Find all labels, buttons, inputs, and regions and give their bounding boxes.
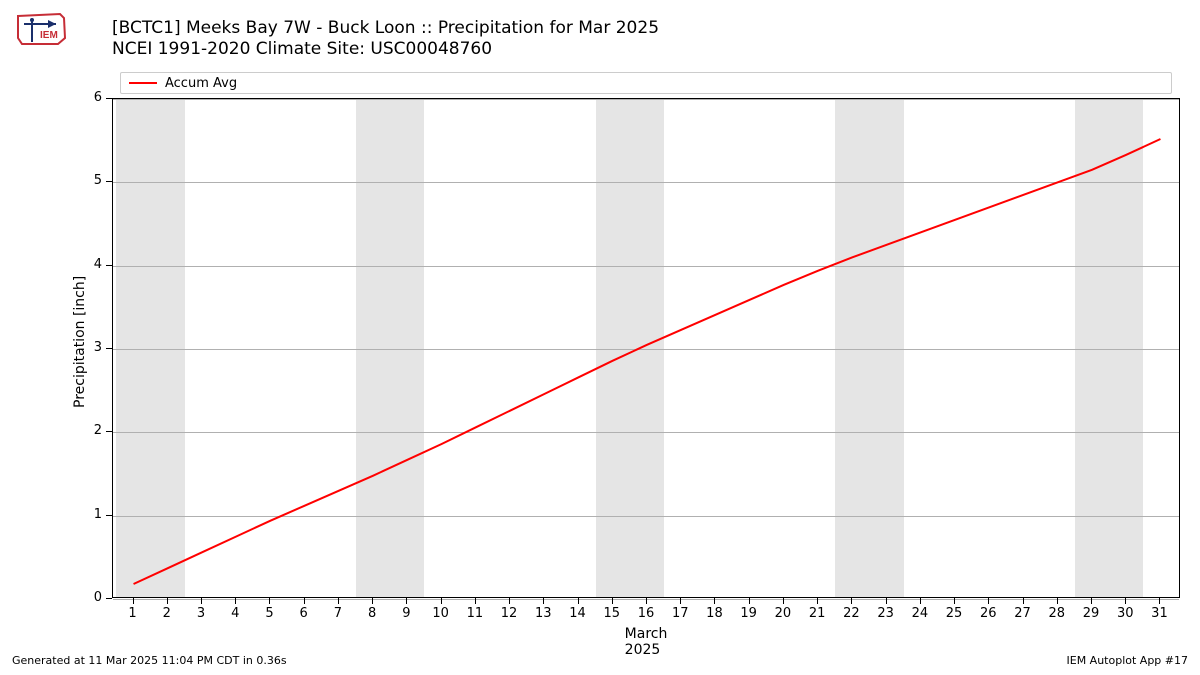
x-tick-label: 29 bbox=[1083, 606, 1100, 621]
x-tick bbox=[406, 598, 407, 604]
footer-app: IEM Autoplot App #17 bbox=[1067, 654, 1189, 667]
x-tick bbox=[167, 598, 168, 604]
x-tick-label: 20 bbox=[775, 606, 792, 621]
x-tick-label: 13 bbox=[535, 606, 552, 621]
logo-text: IEM bbox=[40, 30, 58, 41]
x-tick bbox=[749, 598, 750, 604]
x-tick bbox=[920, 598, 921, 604]
x-tick-label: 18 bbox=[706, 606, 723, 621]
x-tick-label: 7 bbox=[334, 606, 342, 621]
x-tick bbox=[680, 598, 681, 604]
x-tick-label: 26 bbox=[980, 606, 997, 621]
x-tick-label: 31 bbox=[1151, 606, 1168, 621]
x-tick bbox=[509, 598, 510, 604]
x-tick-label: 30 bbox=[1117, 606, 1134, 621]
chart-title-line2: NCEI 1991-2020 Climate Site: USC00048760 bbox=[112, 39, 659, 60]
x-tick-label: 24 bbox=[912, 606, 929, 621]
y-tick bbox=[106, 431, 112, 432]
x-tick bbox=[133, 598, 134, 604]
x-tick bbox=[817, 598, 818, 604]
x-tick bbox=[269, 598, 270, 604]
x-tick-label: 8 bbox=[368, 606, 376, 621]
x-tick bbox=[1023, 598, 1024, 604]
x-tick bbox=[372, 598, 373, 604]
y-tick-label: 1 bbox=[80, 507, 102, 522]
footer-generated: Generated at 11 Mar 2025 11:04 PM CDT in… bbox=[12, 654, 287, 667]
x-tick-label: 27 bbox=[1014, 606, 1031, 621]
y-tick bbox=[106, 265, 112, 266]
x-tick-label: 14 bbox=[569, 606, 586, 621]
x-tick bbox=[1091, 598, 1092, 604]
y-tick bbox=[106, 98, 112, 99]
iem-logo: IEM bbox=[12, 8, 72, 54]
x-tick bbox=[441, 598, 442, 604]
y-tick-label: 3 bbox=[80, 340, 102, 355]
x-tick bbox=[646, 598, 647, 604]
x-tick bbox=[543, 598, 544, 604]
x-tick bbox=[1125, 598, 1126, 604]
x-tick-label: 28 bbox=[1048, 606, 1065, 621]
x-tick-label: 4 bbox=[231, 606, 239, 621]
y-tick bbox=[106, 515, 112, 516]
x-tick bbox=[338, 598, 339, 604]
x-tick bbox=[851, 598, 852, 604]
x-tick-label: 11 bbox=[467, 606, 484, 621]
x-tick bbox=[304, 598, 305, 604]
x-tick-label: 17 bbox=[672, 606, 689, 621]
legend-swatch bbox=[129, 82, 157, 84]
x-tick-label: 3 bbox=[197, 606, 205, 621]
y-tick bbox=[106, 598, 112, 599]
x-tick-label: 22 bbox=[843, 606, 860, 621]
y-tick-label: 4 bbox=[80, 257, 102, 272]
x-tick bbox=[954, 598, 955, 604]
x-tick bbox=[886, 598, 887, 604]
chart-title-block: [BCTC1] Meeks Bay 7W - Buck Loon :: Prec… bbox=[112, 18, 659, 61]
x-tick-label: 1 bbox=[128, 606, 136, 621]
series-svg bbox=[113, 99, 1181, 599]
x-tick bbox=[475, 598, 476, 604]
x-tick bbox=[783, 598, 784, 604]
x-tick-label: 10 bbox=[432, 606, 449, 621]
x-tick-label: 25 bbox=[946, 606, 963, 621]
x-tick-label: 6 bbox=[300, 606, 308, 621]
x-tick bbox=[578, 598, 579, 604]
y-tick-label: 5 bbox=[80, 173, 102, 188]
x-tick-label: 9 bbox=[402, 606, 410, 621]
x-tick-label: 12 bbox=[501, 606, 518, 621]
x-tick bbox=[1057, 598, 1058, 604]
chart-title-line1: [BCTC1] Meeks Bay 7W - Buck Loon :: Prec… bbox=[112, 18, 659, 39]
y-tick-label: 0 bbox=[80, 590, 102, 605]
x-tick-label: 5 bbox=[265, 606, 273, 621]
x-tick-label: 19 bbox=[740, 606, 757, 621]
x-tick-label: 23 bbox=[877, 606, 894, 621]
x-tick bbox=[612, 598, 613, 604]
x-tick bbox=[201, 598, 202, 604]
x-tick-label: 16 bbox=[638, 606, 655, 621]
plot-area bbox=[112, 98, 1180, 598]
y-tick-label: 6 bbox=[80, 90, 102, 105]
x-tick-label: 15 bbox=[603, 606, 620, 621]
y-tick bbox=[106, 181, 112, 182]
x-axis-label: March 2025 bbox=[625, 626, 668, 658]
x-tick-label: 21 bbox=[809, 606, 826, 621]
accum-avg-line bbox=[134, 139, 1161, 584]
x-tick bbox=[1159, 598, 1160, 604]
x-tick-label: 2 bbox=[163, 606, 171, 621]
chart-legend: Accum Avg bbox=[120, 72, 1172, 94]
legend-label: Accum Avg bbox=[165, 76, 237, 91]
x-tick bbox=[235, 598, 236, 604]
x-tick bbox=[714, 598, 715, 604]
y-tick-label: 2 bbox=[80, 423, 102, 438]
x-tick bbox=[988, 598, 989, 604]
y-tick bbox=[106, 348, 112, 349]
